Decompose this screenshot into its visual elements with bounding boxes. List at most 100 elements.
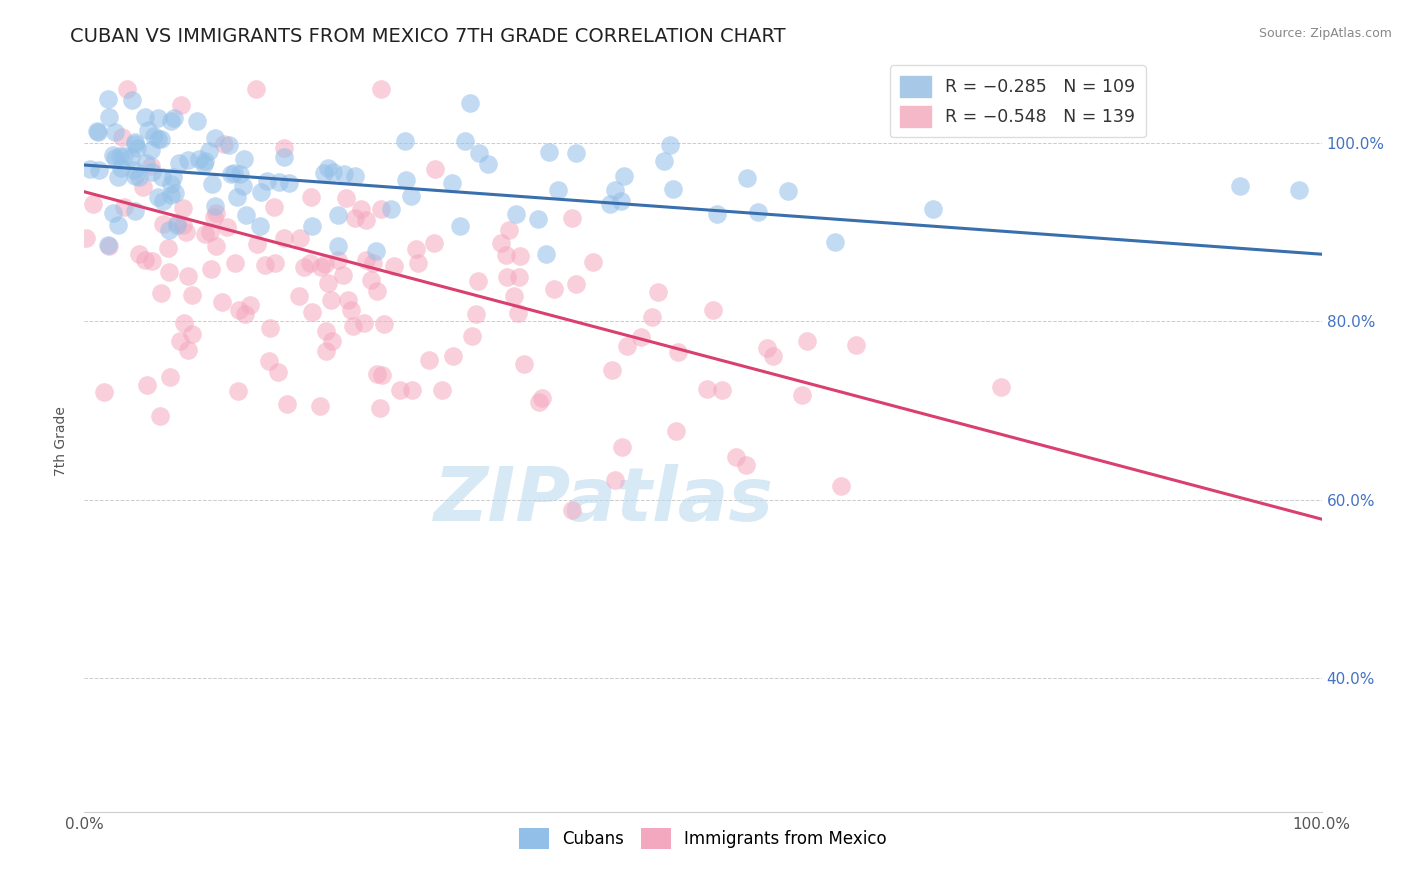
Point bbox=[120, 151, 142, 165]
Point bbox=[152, 194, 174, 208]
Point bbox=[177, 153, 200, 167]
Point bbox=[560, 502, 582, 516]
Point bbox=[124, 136, 146, 150]
Point bbox=[464, 307, 486, 321]
Point bbox=[547, 183, 569, 197]
Point bbox=[160, 177, 183, 191]
Point bbox=[461, 329, 484, 343]
Point bbox=[315, 324, 337, 338]
Point bbox=[696, 382, 718, 396]
Point bbox=[202, 210, 225, 224]
Point bbox=[288, 231, 311, 245]
Point bbox=[509, 249, 531, 263]
Point bbox=[394, 134, 416, 148]
Point bbox=[198, 144, 221, 158]
Point bbox=[124, 204, 146, 219]
Point bbox=[157, 223, 180, 237]
Point bbox=[845, 338, 868, 352]
Point bbox=[605, 183, 627, 197]
Point bbox=[121, 93, 143, 107]
Point bbox=[441, 350, 464, 364]
Point bbox=[394, 173, 416, 187]
Point bbox=[603, 473, 626, 487]
Point bbox=[534, 247, 557, 261]
Point bbox=[326, 239, 349, 253]
Point bbox=[273, 140, 295, 154]
Point bbox=[360, 273, 382, 287]
Point bbox=[273, 231, 295, 245]
Point bbox=[149, 132, 172, 146]
Point bbox=[711, 384, 734, 398]
Point bbox=[370, 368, 392, 382]
Point bbox=[498, 223, 520, 237]
Point bbox=[97, 92, 120, 106]
Point bbox=[245, 82, 267, 96]
Point bbox=[661, 182, 683, 196]
Point bbox=[616, 339, 638, 353]
Point bbox=[370, 82, 392, 96]
Point bbox=[301, 305, 323, 319]
Point bbox=[160, 114, 183, 128]
Point bbox=[423, 236, 446, 251]
Point bbox=[264, 256, 287, 270]
Point bbox=[401, 383, 423, 397]
Point bbox=[350, 202, 373, 216]
Point bbox=[641, 310, 664, 324]
Point bbox=[666, 344, 689, 359]
Point bbox=[141, 164, 163, 178]
Point bbox=[384, 259, 406, 273]
Point bbox=[277, 176, 299, 190]
Point bbox=[112, 149, 135, 163]
Point bbox=[162, 111, 184, 125]
Point bbox=[610, 440, 633, 454]
Point bbox=[495, 248, 517, 262]
Point bbox=[132, 180, 155, 194]
Point bbox=[156, 241, 179, 255]
Point bbox=[249, 185, 271, 199]
Point bbox=[222, 166, 245, 180]
Point bbox=[1229, 178, 1251, 193]
Point bbox=[513, 357, 536, 371]
Point bbox=[610, 194, 633, 208]
Point bbox=[706, 207, 728, 221]
Point bbox=[340, 302, 363, 317]
Point bbox=[107, 169, 129, 184]
Point bbox=[204, 238, 226, 252]
Point bbox=[287, 289, 309, 303]
Point bbox=[389, 383, 412, 397]
Point bbox=[149, 286, 172, 301]
Point bbox=[150, 170, 173, 185]
Point bbox=[232, 179, 254, 194]
Point bbox=[299, 256, 322, 270]
Point bbox=[652, 153, 675, 168]
Point bbox=[508, 269, 530, 284]
Point bbox=[276, 397, 298, 411]
Point bbox=[215, 220, 238, 235]
Point bbox=[755, 342, 778, 356]
Point bbox=[449, 219, 471, 234]
Point bbox=[211, 294, 233, 309]
Point bbox=[328, 208, 350, 222]
Point bbox=[613, 169, 636, 183]
Point bbox=[316, 161, 339, 175]
Point bbox=[565, 146, 588, 161]
Point bbox=[505, 207, 527, 221]
Point bbox=[724, 450, 747, 464]
Point bbox=[342, 318, 364, 333]
Point bbox=[467, 274, 489, 288]
Point bbox=[212, 136, 235, 151]
Point bbox=[136, 122, 159, 136]
Point bbox=[124, 136, 146, 151]
Point bbox=[665, 424, 688, 438]
Point bbox=[166, 218, 188, 232]
Point bbox=[117, 82, 139, 96]
Point bbox=[194, 227, 217, 241]
Point bbox=[224, 256, 246, 270]
Point bbox=[186, 114, 208, 128]
Point bbox=[169, 334, 191, 348]
Point bbox=[762, 349, 785, 363]
Point bbox=[148, 132, 170, 146]
Point bbox=[172, 201, 194, 215]
Point bbox=[256, 174, 278, 188]
Point bbox=[128, 169, 150, 184]
